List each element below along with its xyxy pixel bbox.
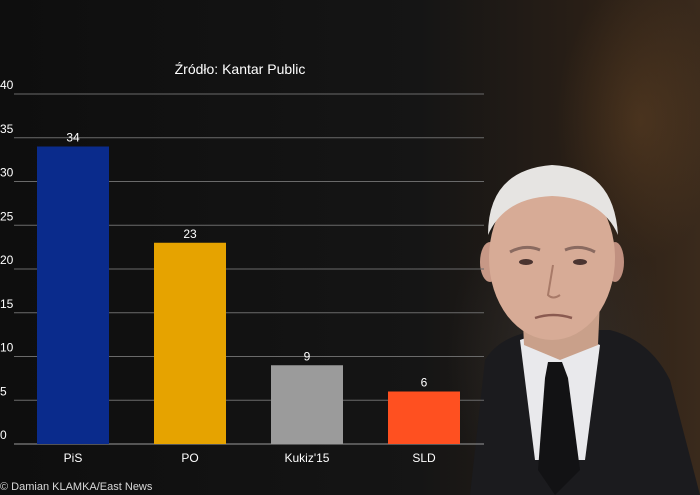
y-tick-label: 25 (0, 209, 14, 223)
data-label: 23 (183, 227, 197, 241)
eye-left (519, 259, 533, 265)
bar (154, 242, 226, 444)
bar (37, 146, 109, 444)
head (489, 176, 615, 340)
bar (388, 391, 460, 444)
y-tick-label: 15 (0, 297, 14, 311)
x-tick-label: PiS (64, 451, 83, 465)
y-tick-label: 20 (0, 253, 14, 267)
y-tick-label: 10 (0, 341, 14, 355)
y-tick-label: 0 (0, 428, 7, 442)
y-tick-label: 40 (0, 78, 14, 92)
x-tick-label: PO (181, 451, 198, 465)
data-label: 34 (66, 131, 80, 145)
eye-right (573, 259, 587, 265)
bar (271, 365, 343, 444)
tie (538, 362, 580, 495)
y-tick-label: 35 (0, 122, 14, 136)
mouth (534, 313, 573, 320)
photo-credit: © Damian KLAMKA/East News (0, 481, 153, 493)
nose (546, 264, 561, 299)
chart-title: Źródło: Kantar Public (175, 61, 306, 77)
brow-right (564, 245, 596, 254)
y-tick-label: 5 (0, 384, 7, 398)
brow-left (509, 245, 541, 254)
y-tick-label: 30 (0, 166, 14, 180)
x-tick-label: SLD (412, 451, 436, 465)
hair (488, 165, 618, 235)
data-label: 6 (421, 376, 428, 390)
data-label: 9 (304, 349, 311, 363)
x-tick-label: Kukiz'15 (285, 451, 330, 465)
